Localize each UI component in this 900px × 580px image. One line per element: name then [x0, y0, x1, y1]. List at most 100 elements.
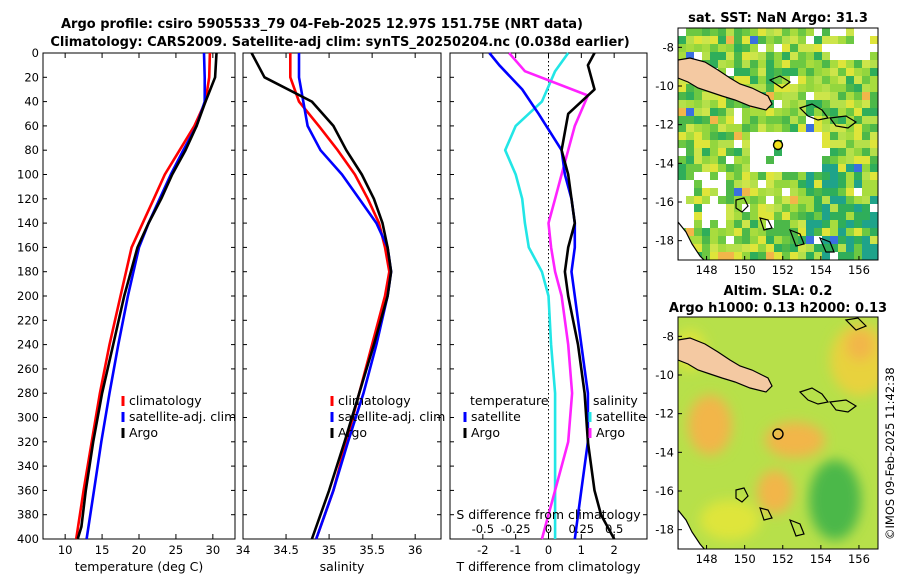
sst-cell	[862, 244, 870, 252]
sst-cell	[830, 36, 838, 44]
sst-cell	[846, 84, 854, 92]
sst-cell	[734, 164, 742, 172]
salinity-xtick-label: 34	[236, 543, 251, 557]
sst-cell	[694, 148, 702, 156]
sst-cell	[774, 252, 782, 260]
sst-cell	[854, 228, 862, 236]
sst-cell	[798, 172, 806, 180]
sst-axes-xtick-label: 156	[848, 263, 870, 277]
sst-cell	[710, 44, 718, 52]
sst-cell	[678, 92, 686, 100]
salinity-diff-axis-label: S difference from climatology	[456, 507, 641, 522]
sst-cell	[694, 164, 702, 172]
sst-cell	[766, 92, 774, 100]
sst-cell	[694, 156, 702, 164]
sst-cell	[854, 164, 862, 172]
sst-cell	[862, 60, 870, 68]
sst-cell	[830, 228, 838, 236]
sst-cell	[798, 212, 806, 220]
sst-cell	[798, 228, 806, 236]
sst-cell	[806, 196, 814, 204]
sst-cell	[846, 148, 854, 156]
depth-tick-label: 320	[17, 435, 39, 449]
sst-cell	[814, 172, 822, 180]
diff-legend-sal-title: salinity	[593, 393, 638, 408]
sst-cell	[726, 116, 734, 124]
sst-cell	[870, 156, 878, 164]
sst-cell	[814, 84, 822, 92]
sst-cell	[718, 124, 726, 132]
diff-temp-legend-label: Argo	[471, 425, 500, 440]
sst-cell	[774, 76, 782, 84]
sst-cell	[838, 148, 846, 156]
sst-cell	[678, 52, 686, 60]
sst-cell	[686, 196, 694, 204]
sst-cell	[814, 188, 822, 196]
sst-cell	[726, 132, 734, 140]
sst-cell	[710, 244, 718, 252]
sst-cell	[814, 212, 822, 220]
temperature-xtick-label: 20	[132, 543, 147, 557]
depth-tick-label: 280	[17, 386, 39, 400]
sst-map-frame	[677, 27, 879, 261]
sst-cell	[710, 28, 718, 36]
series-argo	[76, 52, 218, 540]
sst-cell	[686, 228, 694, 236]
sst-cell	[862, 68, 870, 76]
sla-axes-ytick-label: -12	[655, 407, 674, 421]
sla-field	[678, 324, 878, 540]
sst-cell	[710, 92, 718, 100]
sst-cell	[838, 156, 846, 164]
sst-cell	[814, 180, 822, 188]
sst-cell	[774, 180, 782, 188]
salinity-legend-label: Argo	[338, 425, 367, 440]
sst-cell	[798, 100, 806, 108]
depth-tick-label: 80	[24, 143, 39, 157]
sla-map-axes: 148 150 152 154 156 -8 -10 -12 -14 -16 -18	[655, 329, 870, 566]
sst-cell	[822, 212, 830, 220]
australia-coast-sla	[678, 509, 706, 549]
sst-cell	[702, 252, 710, 260]
sst-cell	[726, 148, 734, 156]
sst-cell	[806, 52, 814, 60]
sst-cell	[758, 84, 766, 92]
sst-cell	[870, 116, 878, 124]
depth-tick-label: 200	[17, 289, 39, 303]
sst-cell	[822, 172, 830, 180]
sst-cell	[814, 220, 822, 228]
sst-axes-ytick-label: -10	[655, 79, 674, 93]
sst-cell	[862, 180, 870, 188]
sst-cell	[830, 212, 838, 220]
sst-cell	[782, 84, 790, 92]
sst-cell	[822, 180, 830, 188]
sst-axes-xtick-label: 148	[696, 263, 718, 277]
sst-cell	[766, 52, 774, 60]
sst-cell	[702, 140, 710, 148]
sst-cell	[870, 164, 878, 172]
sst-cell	[814, 100, 822, 108]
sst-cell	[758, 188, 766, 196]
sst-cell	[758, 76, 766, 84]
sst-cell	[862, 236, 870, 244]
sst-cell	[830, 196, 838, 204]
sst-map	[678, 28, 878, 260]
sst-cell	[750, 108, 758, 116]
sst-cell	[758, 52, 766, 60]
sst-cell	[822, 68, 830, 76]
sst-axes-ytick-label: -14	[655, 156, 674, 170]
sst-cell	[710, 60, 718, 68]
sst-cell	[710, 188, 718, 196]
salinity-diff-tick-label: 0	[545, 522, 552, 536]
sst-cell	[838, 180, 846, 188]
sst-cell	[702, 148, 710, 156]
sst-cell	[830, 204, 838, 212]
sst-cell	[790, 108, 798, 116]
depth-tick-label: 180	[17, 265, 39, 279]
sst-cell	[782, 28, 790, 36]
sst-cell	[870, 84, 878, 92]
sst-cell	[742, 252, 750, 260]
sst-cell	[758, 68, 766, 76]
sst-cell	[862, 228, 870, 236]
sst-cell	[694, 188, 702, 196]
sst-cell	[806, 100, 814, 108]
